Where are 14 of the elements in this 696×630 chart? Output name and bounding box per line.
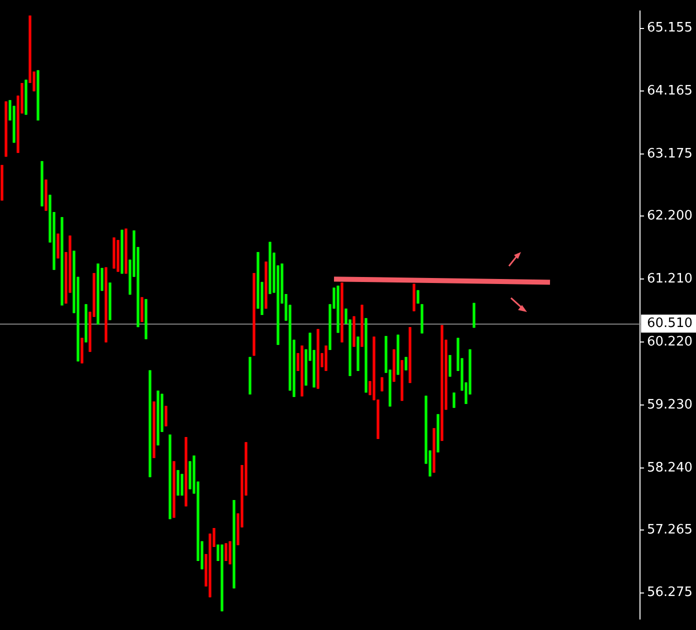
y-tick-label: 64.165 [647, 84, 692, 99]
candlestick [380, 377, 384, 392]
y-tick-label: 61.210 [647, 271, 692, 286]
y-tick-label: 63.175 [647, 146, 692, 162]
candlestick [416, 290, 420, 304]
ref-line-label: 60.510 [647, 316, 692, 331]
y-tick-label: 62.200 [647, 208, 692, 224]
y-tick-label: 57.265 [647, 522, 692, 538]
y-tick-label: 58.240 [647, 460, 692, 476]
y-tick-label: 56.275 [647, 585, 692, 600]
y-tick-label: 59.230 [647, 397, 692, 412]
y-tick-label: 60.220 [647, 334, 692, 350]
y-tick-label: 65.155 [647, 20, 692, 36]
candlestick [404, 356, 408, 370]
